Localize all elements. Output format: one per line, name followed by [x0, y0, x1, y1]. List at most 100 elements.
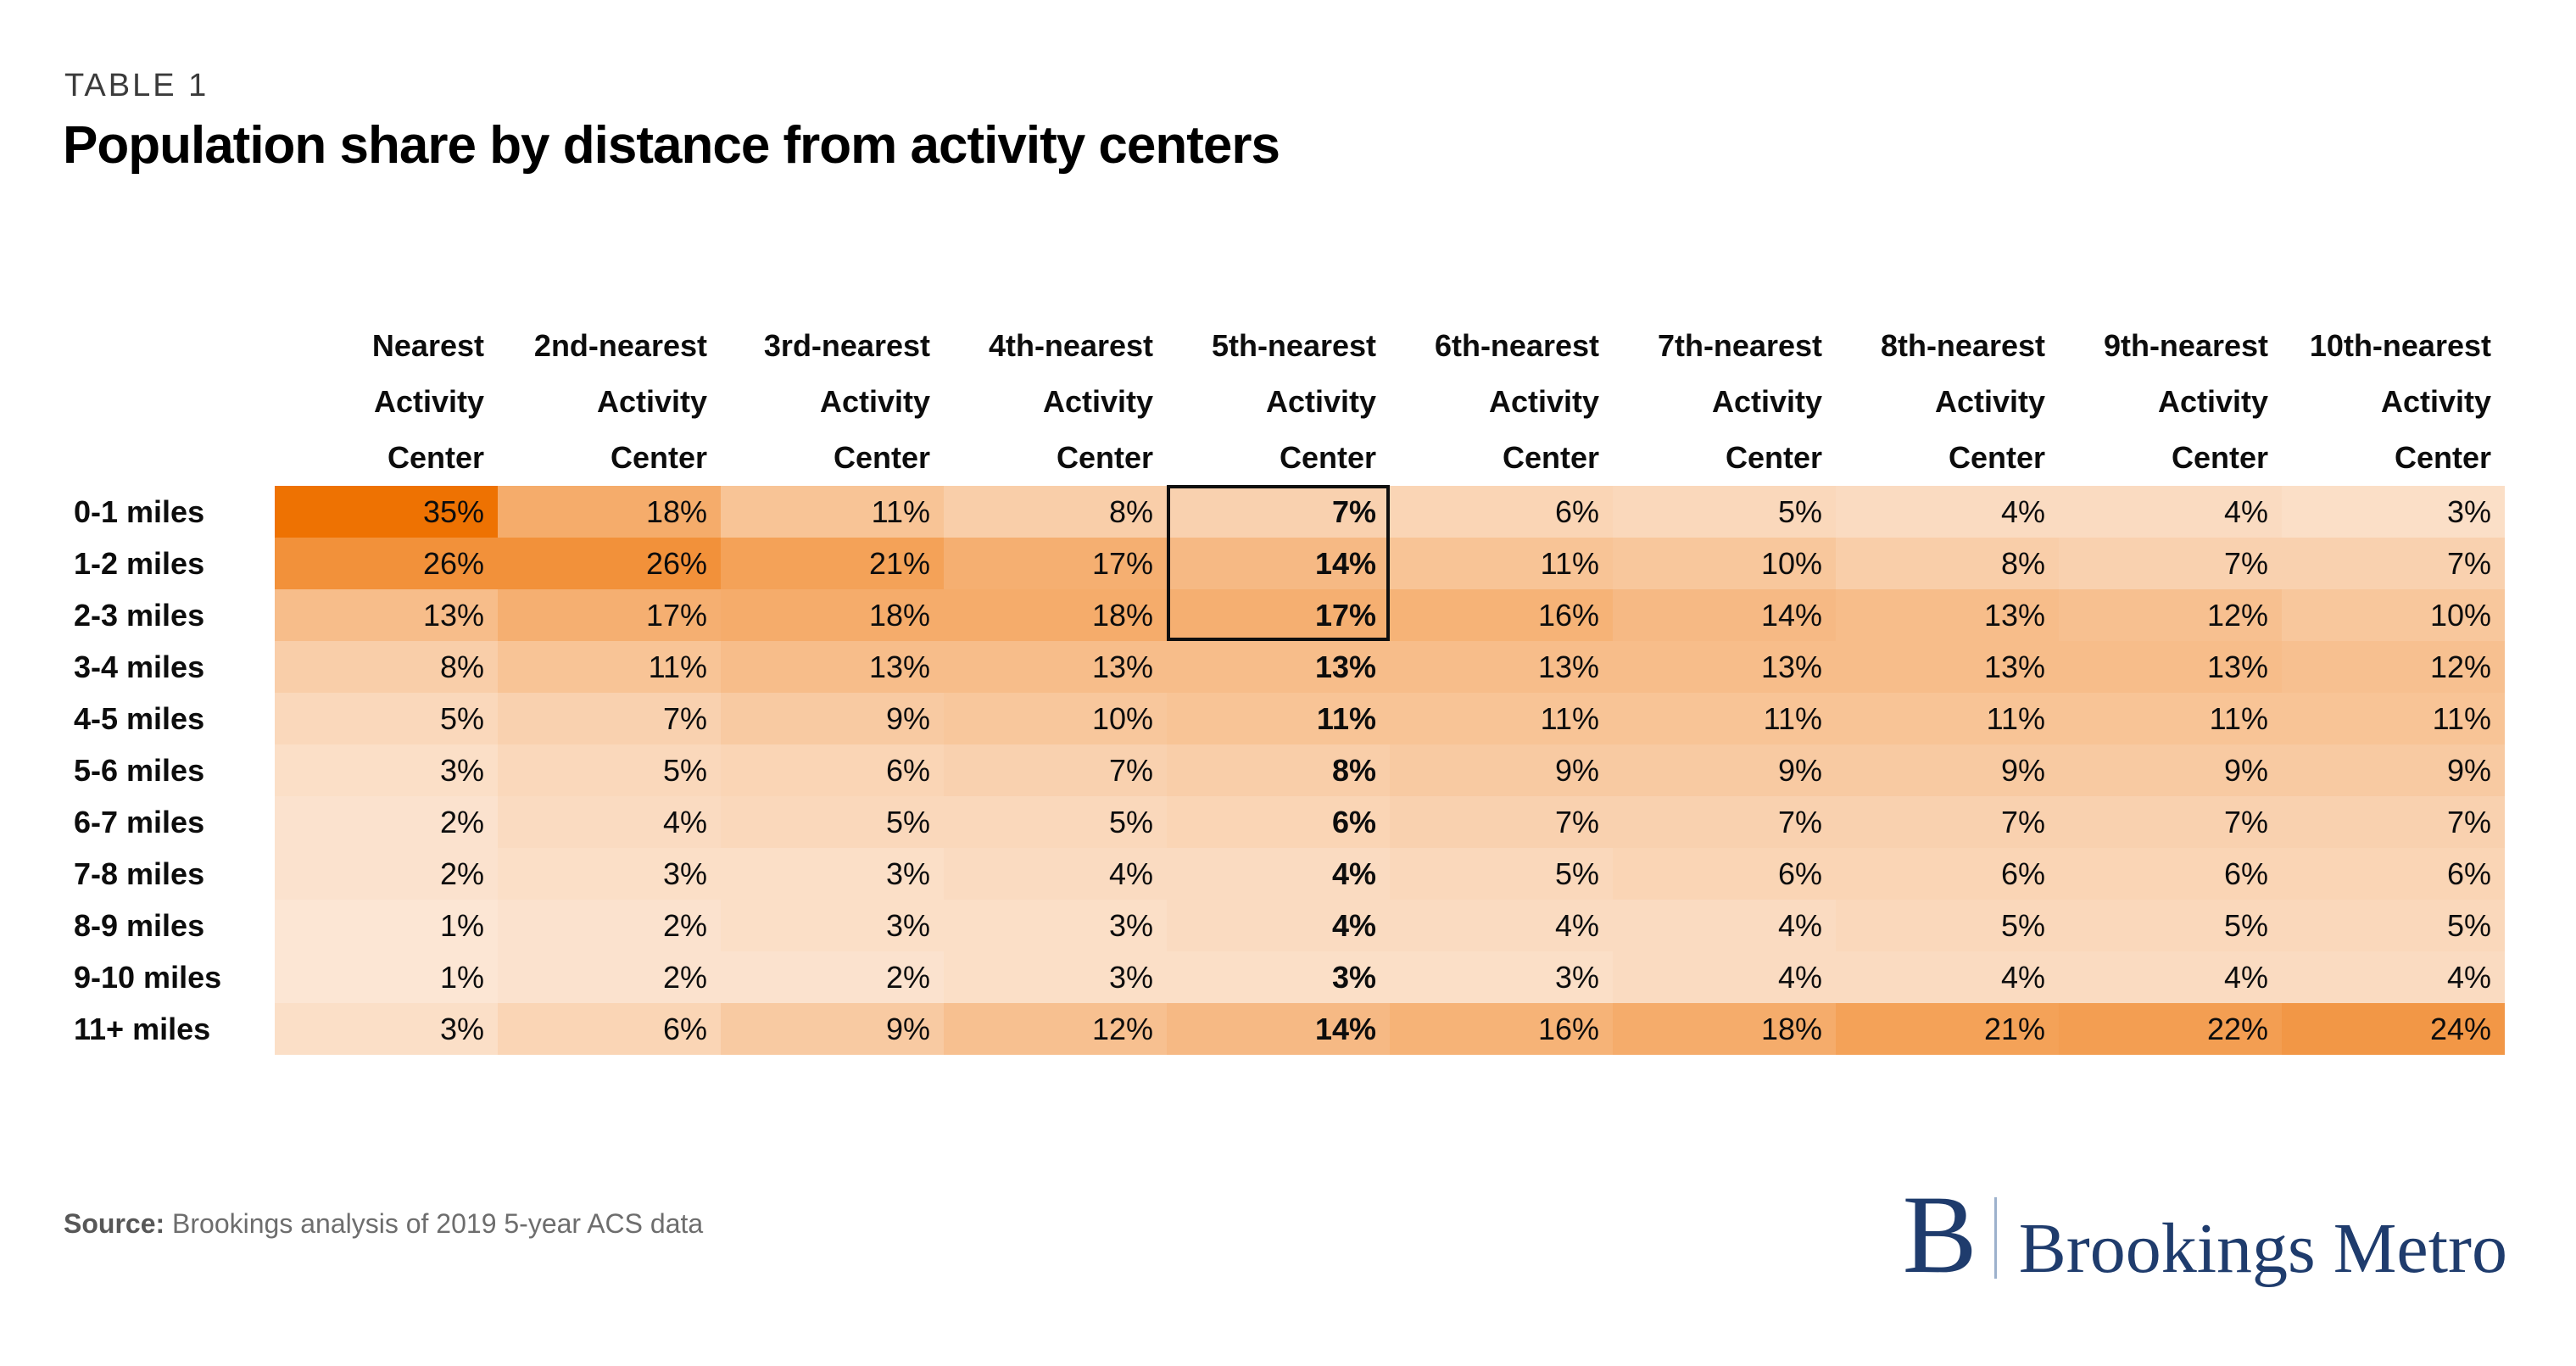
heatmap-cell: 8% [1836, 538, 2059, 589]
logo-b-mark: B [1902, 1172, 1977, 1296]
heatmap-cell: 9% [1390, 744, 1613, 796]
row-label: 11+ miles [74, 1003, 275, 1055]
heatmap-cell: 24% [2282, 1003, 2505, 1055]
brookings-metro-logo: B Brookings Metro [1902, 1172, 2507, 1296]
column-header: 4th-nearest Activity Center [944, 318, 1167, 486]
heatmap-cell: 4% [944, 848, 1167, 900]
heatmap-cell: 4% [1167, 900, 1390, 951]
heatmap-cell: 5% [721, 796, 944, 848]
heatmap-cell: 7% [1613, 796, 1836, 848]
heatmap-cell: 6% [498, 1003, 721, 1055]
heatmap-cell: 10% [944, 693, 1167, 744]
row-label: 7-8 miles [74, 848, 275, 900]
heatmap-cell: 7% [2282, 796, 2505, 848]
heatmap-cell: 6% [721, 744, 944, 796]
heatmap-cell: 13% [1836, 641, 2059, 693]
heatmap-cell: 14% [1167, 538, 1390, 589]
heatmap-cell: 3% [944, 951, 1167, 1003]
heatmap-cell: 3% [721, 900, 944, 951]
heatmap-cell: 16% [1390, 1003, 1613, 1055]
heatmap-cell: 9% [2059, 744, 2282, 796]
heatmap-cell: 9% [1836, 744, 2059, 796]
column-header: 2nd-nearest Activity Center [498, 318, 721, 486]
heatmap-cell: 26% [275, 538, 498, 589]
source-note: Source: Brookings analysis of 2019 5-yea… [64, 1208, 703, 1240]
row-label: 5-6 miles [74, 744, 275, 796]
header-corner-spacer [74, 318, 275, 486]
row-label: 3-4 miles [74, 641, 275, 693]
heatmap-cell: 13% [721, 641, 944, 693]
heatmap-cell: 13% [275, 589, 498, 641]
heatmap-cell: 11% [2059, 693, 2282, 744]
row-label: 1-2 miles [74, 538, 275, 589]
heatmap-cell: 5% [2059, 900, 2282, 951]
heatmap-cell: 17% [1167, 589, 1390, 641]
source-text: Brookings analysis of 2019 5-year ACS da… [164, 1208, 704, 1239]
heatmap-cell: 2% [275, 796, 498, 848]
heatmap-cell: 13% [2059, 641, 2282, 693]
heatmap-cell: 1% [275, 900, 498, 951]
heatmap-cell: 5% [275, 693, 498, 744]
heatmap-cell: 4% [1613, 900, 1836, 951]
heatmap-cell: 10% [2282, 589, 2505, 641]
heatmap-cell: 3% [2282, 486, 2505, 538]
heatmap-cell: 22% [2059, 1003, 2282, 1055]
heatmap-cell: 6% [1390, 486, 1613, 538]
heatmap-cell: 6% [1613, 848, 1836, 900]
heatmap-cell: 17% [498, 589, 721, 641]
heatmap-cell: 35% [275, 486, 498, 538]
heatmap-cell: 7% [2059, 796, 2282, 848]
column-header: 8th-nearest Activity Center [1836, 318, 2059, 486]
column-header: 7th-nearest Activity Center [1613, 318, 1836, 486]
page-title: Population share by distance from activi… [63, 116, 1280, 175]
row-label: 2-3 miles [74, 589, 275, 641]
heatmap-cell: 6% [1167, 796, 1390, 848]
heatmap-cell: 6% [1836, 848, 2059, 900]
heatmap-cell: 7% [1167, 486, 1390, 538]
heatmap-table: Nearest Activity Center 2nd-nearest Activity… [74, 318, 2505, 1055]
heatmap-cell: 4% [1167, 848, 1390, 900]
column-header: 6th-nearest Activity Center [1390, 318, 1613, 486]
heatmap-cell: 7% [1836, 796, 2059, 848]
heatmap-cell: 8% [944, 486, 1167, 538]
column-header: 5th-nearest Activity Center [1167, 318, 1390, 486]
heatmap-cell: 2% [275, 848, 498, 900]
heatmap-cell: 6% [2282, 848, 2505, 900]
heatmap-cell: 11% [1167, 693, 1390, 744]
heatmap-cell: 2% [498, 951, 721, 1003]
column-header: 10th-nearest Activity Center [2282, 318, 2505, 486]
source-label: Source: [64, 1208, 165, 1239]
heatmap-cell: 13% [1390, 641, 1613, 693]
logo-divider [1993, 1196, 1997, 1279]
heatmap-cell: 4% [1390, 900, 1613, 951]
row-label: 9-10 miles [74, 951, 275, 1003]
heatmap-cell: 11% [1390, 693, 1613, 744]
heatmap-cell: 13% [1167, 641, 1390, 693]
heatmap-cell: 7% [2059, 538, 2282, 589]
heatmap-cell: 3% [275, 744, 498, 796]
heatmap-cell: 18% [498, 486, 721, 538]
heatmap-cell: 4% [2059, 486, 2282, 538]
heatmap-cell: 4% [2059, 951, 2282, 1003]
heatmap-cell: 17% [944, 538, 1167, 589]
heatmap-cell: 5% [1836, 900, 2059, 951]
heatmap-cell: 4% [1836, 951, 2059, 1003]
heatmap-cell: 9% [1613, 744, 1836, 796]
heatmap-cell: 7% [2282, 538, 2505, 589]
heatmap-cell: 18% [944, 589, 1167, 641]
heatmap-cell: 18% [1613, 1003, 1836, 1055]
heatmap-cell: 9% [721, 693, 944, 744]
heatmap-cell: 3% [1390, 951, 1613, 1003]
heatmap-cell: 4% [2282, 951, 2505, 1003]
heatmap-cell: 5% [498, 744, 721, 796]
heatmap-cell: 3% [498, 848, 721, 900]
heatmap-cell: 10% [1613, 538, 1836, 589]
heatmap-cell: 16% [1390, 589, 1613, 641]
column-header: 9th-nearest Activity Center [2059, 318, 2282, 486]
heatmap-cell: 11% [498, 641, 721, 693]
heatmap-cell: 3% [1167, 951, 1390, 1003]
row-label: 4-5 miles [74, 693, 275, 744]
heatmap-cell: 3% [721, 848, 944, 900]
heatmap-cell: 3% [275, 1003, 498, 1055]
row-label: 8-9 miles [74, 900, 275, 951]
